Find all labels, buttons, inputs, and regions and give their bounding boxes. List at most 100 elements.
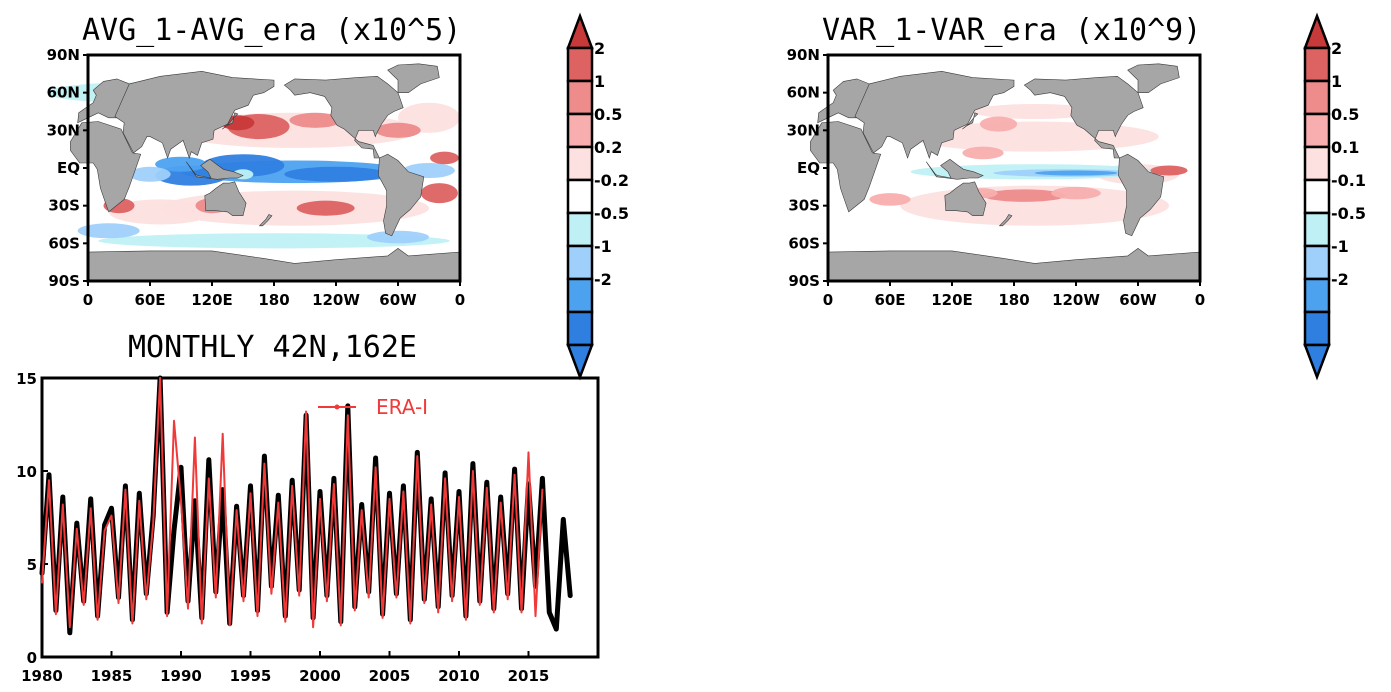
contour-patch: [869, 193, 911, 206]
lon-tick-labels-avg-diff: 0 60E 120E 180 120W 60W 0: [83, 281, 465, 309]
landmass-namerica: [283, 75, 404, 159]
contour-patch: [972, 103, 1097, 120]
landmass-nz: [258, 214, 273, 227]
landmass-greenland: [1127, 63, 1180, 94]
contour-patch: [1150, 165, 1188, 176]
colorbar-segment: [1303, 46, 1331, 83]
time-series-title: MONTHLY 42N,162E: [128, 330, 417, 365]
y-tick-label: 0: [27, 649, 37, 667]
map-panel-var-diff: VAR_1-VAR_era (x10^9) 90N60N30NEQ30S60S9…: [787, 13, 1206, 309]
legend-era-label: ERA-I: [376, 395, 428, 419]
legend: ERA-I: [318, 395, 428, 419]
colorbar-label: 2: [594, 39, 605, 58]
lat-tick-label: 30S: [48, 197, 80, 215]
x-tick-label: 1985: [91, 667, 133, 685]
colorbar-upper-triangle: [566, 12, 594, 50]
contour-patch: [77, 223, 140, 239]
colorbar-label: -0.1: [1331, 171, 1366, 190]
colorbar-label: 1: [594, 72, 605, 91]
colorbar-segment: [566, 211, 594, 248]
landmass-greenland: [387, 63, 440, 94]
landmass-samerica: [378, 153, 425, 237]
contour-patch: [98, 233, 450, 249]
colorbar-label: -2: [1331, 270, 1349, 289]
contour-patch: [296, 200, 355, 216]
colorbar-label: 0.1: [1331, 138, 1359, 157]
colorbar-segment: [566, 112, 594, 149]
lon-tick-label: 120W: [312, 291, 360, 309]
colorbar-segment: [1303, 277, 1331, 314]
landmass-samerica: [1118, 153, 1165, 237]
colorbar-segment: [1303, 145, 1331, 182]
lat-tick-label: 30N: [47, 121, 80, 139]
map-field-avg-diff: [46, 55, 461, 282]
x-tick-label: 2010: [438, 667, 480, 685]
map-panel-avg-diff: AVG_1-AVG_era (x10^5) 90N60N30NEQ30S60S9…: [47, 13, 466, 309]
contour-patch: [155, 156, 207, 172]
map-title-avg-diff: AVG_1-AVG_era (x10^5): [82, 13, 461, 48]
lon-tick-label: 60E: [134, 291, 165, 309]
colorbar-segment: [566, 178, 594, 215]
lat-tick-label: EQ: [797, 159, 820, 177]
time-series-panel: MONTHLY 42N,162E 0 5 10 15 1980 1985 1990 1995…: [16, 330, 600, 685]
colorbar-segment: [1303, 79, 1331, 116]
map-field-var-diff: [810, 55, 1201, 282]
colorbar-segment: [566, 46, 594, 83]
contour-patch: [367, 230, 429, 244]
x-tick-labels: 1980 1985 1990 1995 2000 2005 2010 2015: [21, 651, 549, 685]
colorbar-lower-triangle: [566, 343, 594, 381]
colorbar-upper-triangle: [1303, 12, 1331, 50]
lon-tick-label: 60W: [379, 291, 417, 309]
lon-tick-label: 0: [1195, 291, 1205, 309]
colorbar-segment: [566, 145, 594, 182]
contour-patch: [108, 199, 212, 225]
contour-patch: [420, 183, 458, 204]
lon-tick-label: 0: [455, 291, 465, 309]
colorbar-segment: [566, 277, 594, 314]
lon-tick-label: 0: [823, 291, 833, 309]
colorbar-var-diff: 2 1 0.5 0.1 -0.1 -0.5 -1 -2: [1303, 12, 1366, 381]
lat-tick-labels-var-diff: 90N 60N 30N EQ 30S 60S 90S: [787, 46, 828, 290]
lat-tick-label: 90S: [48, 272, 80, 290]
landmass-namerica: [1023, 75, 1144, 159]
legend-era-marker: [334, 404, 340, 410]
landmass-nz: [998, 214, 1013, 227]
x-tick-label: 1990: [160, 667, 202, 685]
colorbar-lower-triangle: [1303, 343, 1331, 381]
contour-patch: [979, 116, 1018, 132]
contour-patch: [430, 151, 459, 165]
lat-tick-label: 60S: [48, 234, 80, 252]
colorbar-label: 2: [1331, 39, 1342, 58]
contour-patch: [129, 166, 171, 182]
colorbar-label: -0.5: [594, 204, 629, 223]
colorbar-label: 0.5: [594, 105, 622, 124]
contour-patch: [284, 166, 388, 182]
x-tick-label: 1980: [21, 667, 63, 685]
lon-tick-label: 60W: [1119, 291, 1157, 309]
colorbar-avg-diff: 2 1 0.5 0.2 -0.2 -0.5 -1 -2: [566, 12, 629, 381]
lon-tick-label: 0: [83, 291, 93, 309]
y-tick-label: 10: [16, 463, 37, 481]
lon-tick-label: 120E: [191, 291, 233, 309]
lat-tick-labels-avg-diff: 90N 60N 30N EQ 30S 60S 90S: [47, 46, 88, 290]
lat-tick-label: 60N: [787, 84, 820, 102]
landmass-asia: [114, 70, 275, 159]
series-line-era-i: [41, 377, 544, 629]
colorbar-segment: [566, 244, 594, 281]
lat-tick-label: 30S: [788, 197, 820, 215]
landmass-japan: [222, 112, 239, 130]
contour-patch: [375, 122, 421, 138]
lon-tick-labels-var-diff: 0 60E 120E 180 120W 60W 0: [823, 281, 1205, 309]
lon-tick-label: 60E: [874, 291, 905, 309]
colorbar-label: -0.5: [1331, 204, 1366, 223]
contour-patch: [1034, 170, 1118, 176]
colorbar-segment: [1303, 178, 1331, 215]
lat-tick-label: 30N: [787, 121, 820, 139]
lat-tick-label: 60N: [47, 84, 80, 102]
lat-tick-label: 90N: [47, 46, 80, 64]
contour-patch: [1051, 186, 1101, 200]
landmass-japan: [962, 112, 979, 130]
x-tick-label: 2005: [369, 667, 411, 685]
colorbar-label: -1: [594, 237, 612, 256]
landmass-australia: [204, 181, 247, 216]
